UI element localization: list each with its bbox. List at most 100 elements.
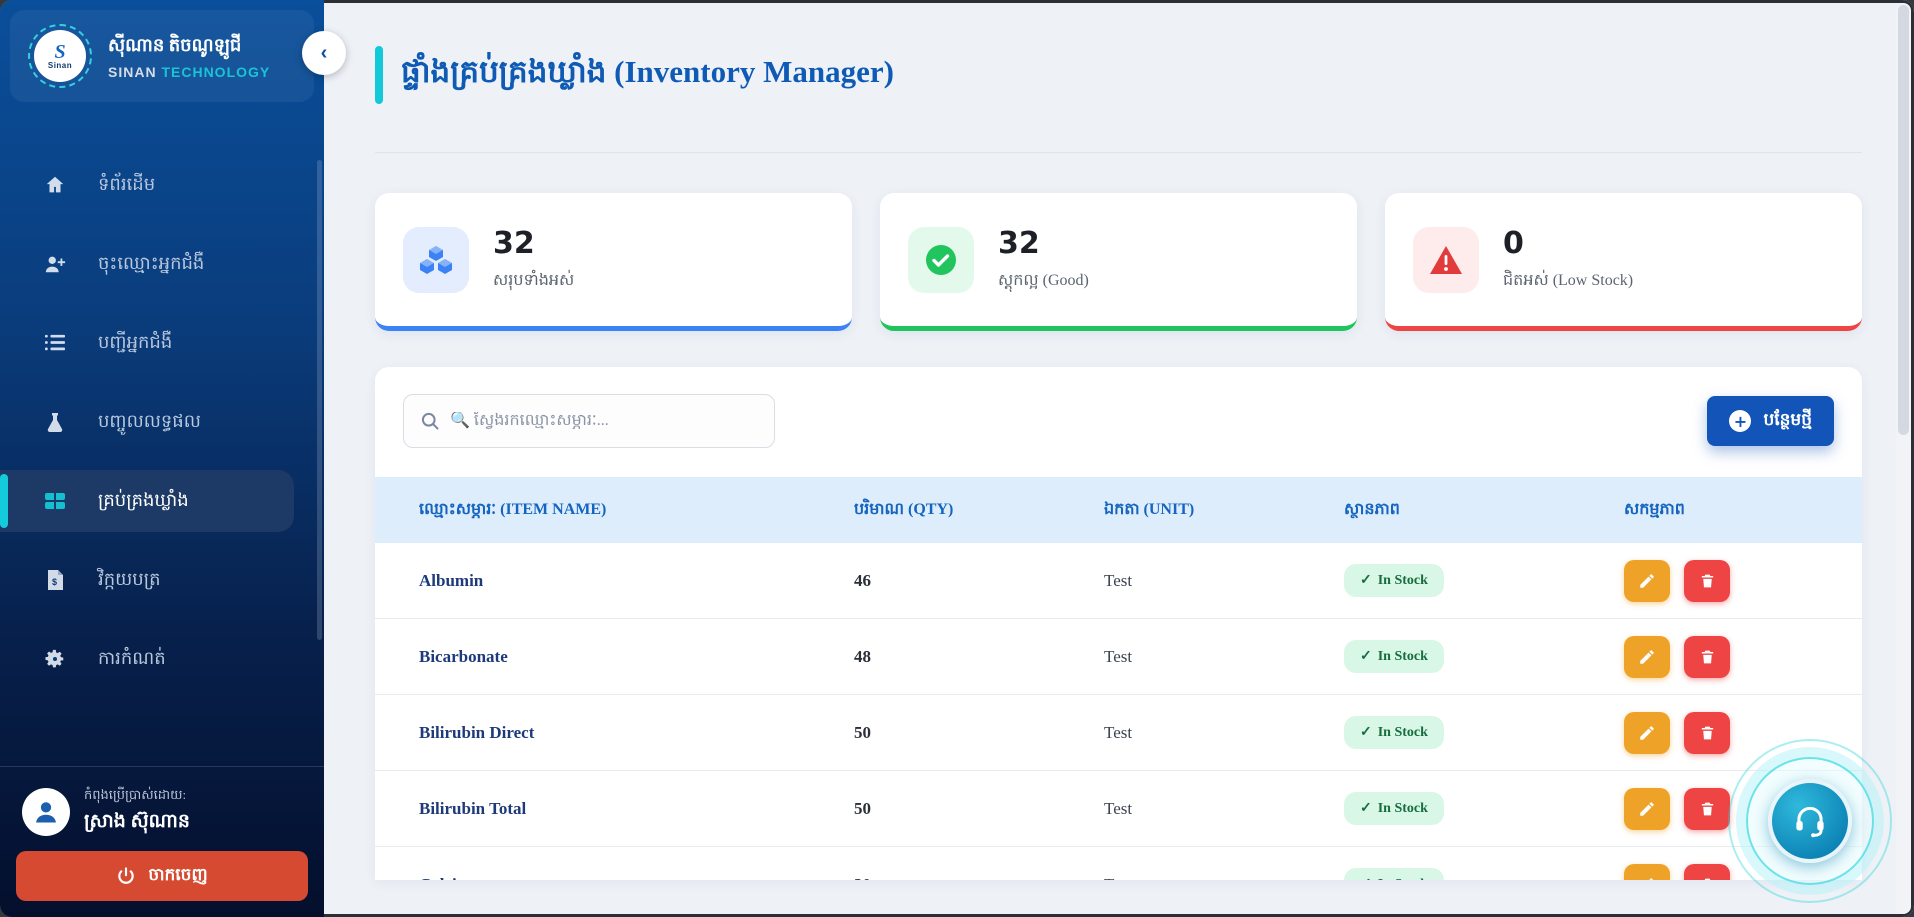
- status-badge: ✓In Stock: [1344, 640, 1444, 673]
- avatar: [22, 788, 70, 836]
- check-icon: ✓: [1360, 573, 1372, 588]
- item-name: Calcium: [419, 875, 854, 881]
- item-unit: Test: [1104, 570, 1133, 590]
- status-badge: ✓In Stock: [1344, 868, 1444, 880]
- chat-ripple-inner: [1746, 757, 1874, 885]
- delete-button[interactable]: [1684, 863, 1730, 880]
- pencil-icon: [1640, 725, 1654, 740]
- col-header-qty: បរិមាណ (QTY): [854, 501, 954, 518]
- sidebar-item-label: គ្រប់គ្រងឃ្លាំង: [98, 489, 189, 510]
- check-icon: ✓: [1360, 725, 1372, 740]
- table-row: Bilirubin Direct 50 Test ✓ In Stock: [375, 695, 1862, 771]
- stat-text: 32 ស្តុកល្អ (Good): [998, 226, 1089, 293]
- trash-icon: [1701, 574, 1713, 587]
- title-accent-bar: [375, 46, 383, 104]
- sidebar-menu: ទំព័រដើម ចុះឈ្មោះអ្នកជំងឺ បញ្ជីអ្នកជំងឺ …: [0, 154, 324, 690]
- page-scrollbar-thumb[interactable]: [1898, 5, 1909, 435]
- add-new-button[interactable]: + បន្ថែមថ្មី: [1707, 396, 1834, 446]
- pencil-icon: [1649, 877, 1654, 880]
- stat-value: 32: [998, 226, 1040, 261]
- delete-button[interactable]: [1684, 559, 1730, 602]
- gear-icon: [42, 648, 68, 670]
- edit-button[interactable]: [1624, 559, 1670, 602]
- stat-value: 0: [1503, 226, 1524, 261]
- stat-value: 32: [493, 226, 535, 261]
- sidebar-item-inventory[interactable]: គ្រប់គ្រងឃ្លាំង: [0, 470, 294, 532]
- check-circle-icon: [908, 226, 974, 293]
- stat-label: ជិតអស់ (Low Stock): [1503, 272, 1634, 289]
- item-unit: Test: [1104, 646, 1133, 666]
- edit-button[interactable]: [1624, 635, 1670, 678]
- user-name: ស្រាង ស៊ុណាន: [84, 811, 190, 832]
- edit-button[interactable]: [1624, 711, 1670, 754]
- sidebar-item-label: បញ្ចូលលទ្ធផល: [98, 410, 201, 431]
- page-title: ផ្ទាំងគ្រប់គ្រងឃ្លាំង (Inventory Manager…: [401, 53, 894, 89]
- sidebar-item-label: បញ្ជីអ្នកជំងឺ: [98, 331, 173, 352]
- pencil-icon: [1640, 649, 1654, 664]
- stat-label: ស្តុកល្អ (Good): [998, 272, 1089, 289]
- check-icon: ✓: [1360, 876, 1372, 880]
- brand-logo: S Sinan: [28, 24, 92, 88]
- trash-icon: [1701, 802, 1713, 815]
- stat-cards: 32 សរុបទាំងអស់ 32 ស្តុកល្អ (Good) 0: [375, 193, 1862, 331]
- inventory-panel: + បន្ថែមថ្មី ឈ្មោះសម្ភារៈ (ITEM NAME) បរ…: [375, 367, 1862, 880]
- col-header-item-name: ឈ្មោះសម្ភារៈ (ITEM NAME): [419, 501, 607, 518]
- item-unit: Test: [1104, 875, 1344, 881]
- sidebar: S Sinan ស៊ីណាន តិចណូឡូជី SINAN TECHNOLOG…: [0, 0, 324, 917]
- warning-triangle-icon: [1413, 226, 1479, 293]
- row-actions: [1624, 787, 1862, 830]
- col-header-status: ស្ថានភាព: [1344, 501, 1400, 518]
- search-input[interactable]: [450, 412, 758, 430]
- stat-card-good: 32 ស្តុកល្អ (Good): [880, 193, 1357, 331]
- sidebar-item-settings[interactable]: ការកំណត់: [0, 628, 294, 690]
- inventory-table: ឈ្មោះសម្ភារៈ (ITEM NAME) បរិមាណ (QTY) ឯក…: [375, 477, 1862, 880]
- table-header-row: ឈ្មោះសម្ភារៈ (ITEM NAME) បរិមាណ (QTY) ឯក…: [375, 477, 1862, 543]
- sidebar-scrollbar[interactable]: [317, 160, 322, 640]
- support-chat-button[interactable]: [1768, 779, 1852, 863]
- sidebar-item-patient-list[interactable]: បញ្ជីអ្នកជំងឺ: [0, 312, 294, 374]
- brand-name-khmer: ស៊ីណាន តិចណូឡូជី: [108, 34, 242, 55]
- sidebar-item-register-patient[interactable]: ចុះឈ្មោះអ្នកជំងឺ: [0, 233, 294, 295]
- delete-button[interactable]: [1684, 635, 1730, 678]
- page-scrollbar[interactable]: [1896, 3, 1911, 914]
- item-qty: 46: [854, 570, 871, 590]
- trash-icon: [1701, 726, 1713, 739]
- item-unit: Test: [1104, 798, 1133, 818]
- row-actions: [1624, 711, 1862, 754]
- table-row: Bilirubin Total 50 Test ✓ In Stock: [375, 771, 1862, 847]
- stat-label: សរុបទាំងអស់: [493, 272, 575, 289]
- search-icon: [421, 412, 439, 430]
- user-caption: កំពុងប្រើប្រាស់ដោយ:: [84, 787, 187, 802]
- power-icon: [118, 867, 134, 884]
- delete-button[interactable]: [1684, 711, 1730, 754]
- svg-text:$: $: [52, 577, 57, 587]
- sinan-logo-icon: S Sinan: [34, 30, 86, 82]
- edit-button[interactable]: [1624, 863, 1670, 880]
- divider: [375, 152, 1862, 153]
- col-header-actions: សកម្មភាព: [1624, 501, 1685, 518]
- row-actions: [1624, 559, 1862, 602]
- item-unit: Test: [1104, 722, 1133, 742]
- item-name: Bilirubin Direct: [419, 722, 535, 742]
- sidebar-collapse-button[interactable]: ‹: [302, 31, 346, 75]
- warehouse-box-icon: [42, 490, 68, 512]
- item-qty: 50: [854, 722, 871, 742]
- logout-button[interactable]: ចាកចេញ: [16, 851, 308, 901]
- sidebar-item-label: វិក្កយបត្រ: [98, 568, 161, 589]
- sidebar-item-enter-results[interactable]: បញ្ចូលលទ្ធផល: [0, 391, 294, 453]
- search-box: [403, 394, 775, 448]
- stat-card-low-stock: 0 ជិតអស់ (Low Stock): [1385, 193, 1862, 331]
- cubes-icon: [403, 226, 469, 293]
- page-header: ផ្ទាំងគ្រប់គ្រងឃ្លាំង (Inventory Manager…: [375, 44, 1888, 106]
- person-plus-icon: [42, 253, 68, 275]
- sidebar-item-home[interactable]: ទំព័រដើម: [0, 154, 294, 216]
- status-badge: ✓In Stock: [1344, 792, 1444, 825]
- delete-button[interactable]: [1684, 787, 1730, 830]
- item-name: Bicarbonate: [419, 646, 508, 666]
- main-content: ផ្ទាំងគ្រប់គ្រងឃ្លាំង (Inventory Manager…: [324, 0, 1914, 917]
- edit-button[interactable]: [1624, 787, 1670, 830]
- home-icon: [42, 174, 68, 196]
- sidebar-item-invoices[interactable]: $ វិក្កយបត្រ: [0, 549, 294, 611]
- status-badge: ✓In Stock: [1344, 564, 1444, 597]
